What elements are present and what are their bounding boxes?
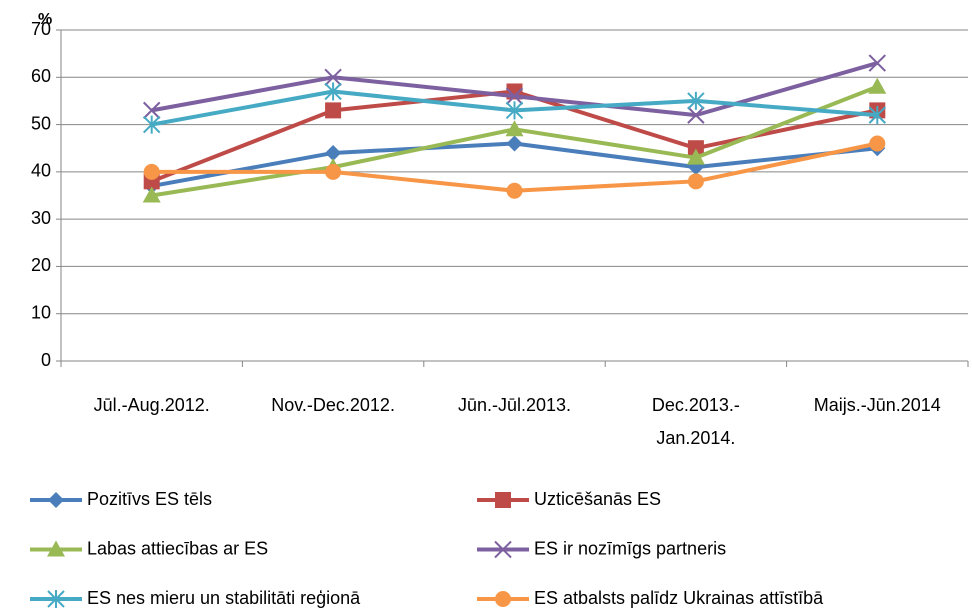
- data-point: [686, 148, 705, 165]
- data-point: [505, 87, 524, 105]
- y-tick-label: 50: [31, 113, 51, 133]
- legend-label: Uzticēšanās ES: [534, 489, 661, 509]
- data-point: [143, 163, 160, 180]
- legend-marker: [47, 590, 65, 608]
- legend-marker: [495, 591, 511, 607]
- y-tick-label: 20: [31, 255, 51, 275]
- data-point: [324, 68, 342, 86]
- data-point: [869, 135, 886, 152]
- x-tick-label: Nov.-Dec.2012.: [271, 395, 395, 415]
- y-tick-label: 70: [31, 19, 51, 39]
- legend-label: Labas attiecības ar ES: [87, 538, 268, 558]
- data-point: [324, 82, 342, 101]
- y-axis-label: %: [38, 11, 52, 28]
- legend-marker: [47, 540, 65, 557]
- y-tick-label: 30: [31, 208, 51, 228]
- data-point: [506, 135, 523, 152]
- y-tick-label: 40: [31, 161, 51, 181]
- data-point: [687, 106, 705, 124]
- data-point: [506, 182, 523, 199]
- y-tick-label: 0: [41, 350, 51, 370]
- legend-marker: [48, 492, 64, 508]
- data-point: [142, 101, 161, 120]
- data-point: [687, 91, 705, 110]
- x-tick-label: Dec.2013.-Jan.2014.: [652, 395, 740, 448]
- data-point: [868, 106, 887, 125]
- legend-marker: [494, 540, 512, 559]
- x-tick-label: Maijs.-Jūn.2014: [814, 395, 941, 415]
- legend-marker: [495, 492, 511, 508]
- data-point: [868, 77, 887, 94]
- legend-label: ES ir nozīmīgs partneris: [534, 538, 726, 558]
- data-point: [687, 173, 704, 190]
- legend-label: ES nes mieru un stabilitāti reģionā: [87, 588, 361, 608]
- data-point: [142, 186, 161, 203]
- x-tick-label: Jūl.-Aug.2012.: [94, 395, 210, 415]
- data-point: [868, 54, 887, 72]
- y-tick-label: 60: [31, 66, 51, 86]
- data-point: [142, 115, 161, 134]
- data-point: [325, 144, 342, 161]
- legend-label: ES atbalsts palīdz Ukrainas attīstībā: [534, 588, 824, 608]
- y-tick-label: 10: [31, 302, 51, 322]
- data-point: [505, 101, 524, 120]
- x-tick-label: Jūn.-Jūl.2013.: [458, 395, 571, 415]
- data-point: [325, 102, 342, 119]
- data-point: [505, 120, 524, 137]
- legend-label: Pozitīvs ES tēls: [87, 489, 212, 509]
- data-point: [687, 140, 704, 157]
- data-point: [325, 163, 342, 180]
